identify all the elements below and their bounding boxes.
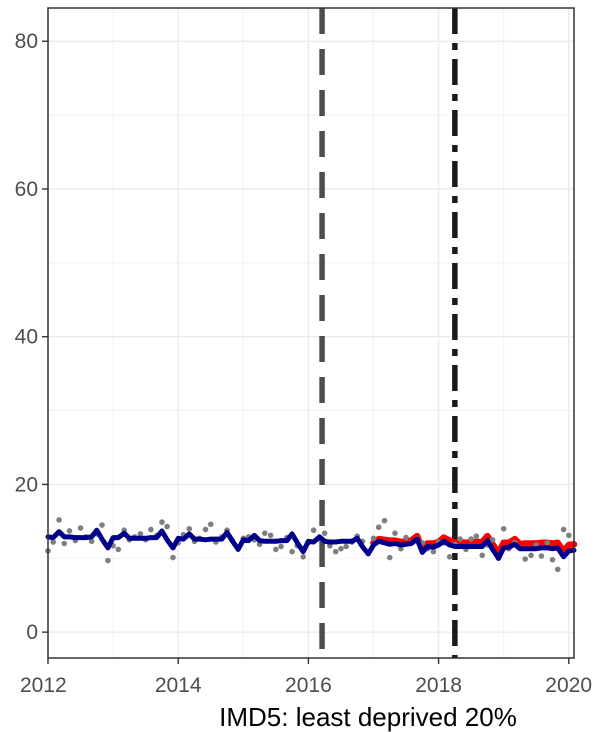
data-point [164, 523, 170, 530]
series-fitted [45, 527, 577, 561]
data-point [77, 525, 84, 531]
data-point [105, 557, 111, 564]
data-point [375, 524, 382, 531]
data-point [446, 554, 453, 560]
data-point [565, 532, 572, 539]
y-tick-label: 60 [15, 178, 38, 201]
data-point [522, 556, 528, 562]
data-point [538, 553, 545, 559]
data-point [56, 517, 62, 523]
minor-gridlines [48, 8, 574, 658]
y-tick-label: 80 [15, 30, 38, 53]
data-point [310, 527, 317, 534]
fitted-line [45, 527, 577, 561]
data-point [560, 526, 567, 533]
data-point [386, 554, 393, 561]
data-point [186, 525, 193, 532]
data-point [489, 537, 496, 543]
data-point [202, 526, 209, 533]
data-point [88, 538, 95, 545]
data-point [66, 528, 73, 534]
data-point [99, 522, 105, 528]
data-point [207, 521, 214, 528]
data-point [500, 525, 507, 532]
reference-lines [319, 8, 458, 658]
data-point [137, 531, 144, 537]
data-point [528, 552, 534, 559]
x-axis-title: IMD5: least deprived 20% [219, 702, 517, 732]
data-point [457, 536, 463, 542]
x-tick-label: 2020 [545, 674, 592, 697]
data-point [50, 539, 57, 545]
data-point [343, 543, 349, 550]
data-point [544, 539, 551, 546]
data-point [170, 554, 176, 561]
y-axis: 0 20 40 60 80 [15, 30, 48, 644]
data-point [289, 548, 295, 555]
data-point [278, 543, 284, 550]
y-tick-label: 40 [15, 326, 38, 349]
data-point [430, 548, 437, 555]
x-tick-label: 2012 [20, 674, 67, 697]
data-point [61, 540, 68, 547]
y-tick-label: 20 [15, 473, 38, 496]
data-point [332, 548, 339, 555]
series-counterfactual [370, 532, 578, 557]
panel-border [47, 7, 575, 659]
panel-background [48, 8, 574, 658]
data-point [403, 534, 409, 541]
x-axis: 2012 2014 2016 2018 2020 [20, 658, 592, 697]
counterfactual-line [370, 532, 578, 557]
data-point [273, 546, 279, 553]
y-tick-label: 0 [26, 621, 38, 644]
data-point [479, 552, 486, 559]
x-tick-label: 2016 [285, 674, 332, 697]
data-point [549, 556, 556, 563]
data-point [267, 532, 274, 539]
data-point [392, 530, 398, 536]
data-point [554, 566, 561, 573]
data-point [473, 533, 480, 539]
data-point [261, 530, 268, 536]
data-point [115, 546, 122, 553]
data-point [159, 519, 165, 525]
x-tick-label: 2014 [155, 674, 202, 697]
data-point [148, 526, 154, 533]
data-point [468, 536, 474, 542]
data-point [300, 554, 306, 560]
data-point [321, 530, 328, 536]
x-tick-label: 2018 [415, 674, 462, 697]
data-point [381, 517, 388, 524]
data-point [338, 545, 344, 552]
data-point [370, 535, 377, 542]
